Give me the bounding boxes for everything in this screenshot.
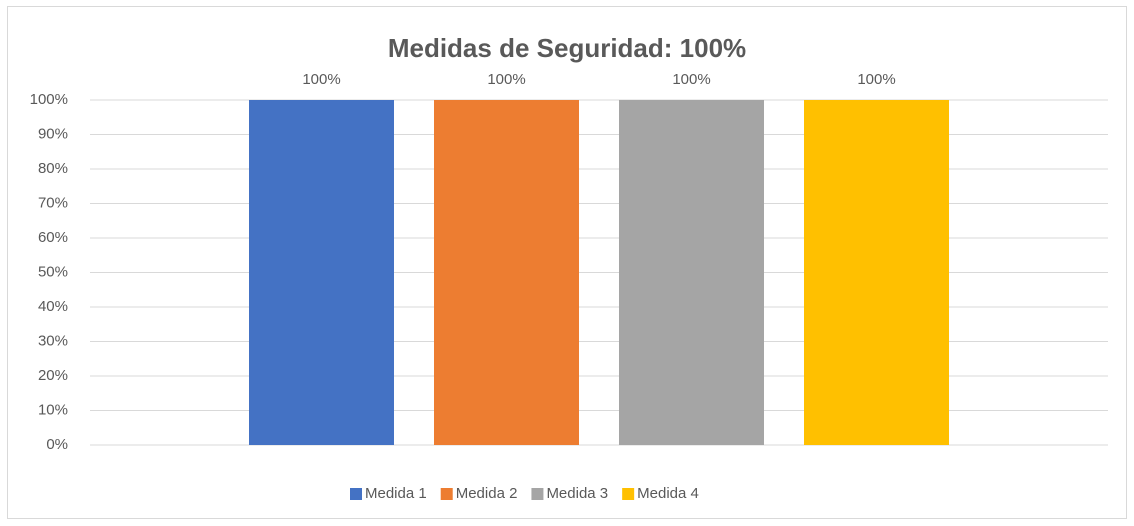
chart-title: Medidas de Seguridad: 100% xyxy=(388,33,746,63)
bar xyxy=(619,100,764,445)
bar xyxy=(434,100,579,445)
y-tick-label: 0% xyxy=(46,436,68,453)
y-tick-label: 20% xyxy=(38,367,68,384)
value-label: 100% xyxy=(857,71,895,88)
y-tick-label: 60% xyxy=(38,229,68,246)
legend-label: Medida 3 xyxy=(546,485,608,502)
bar xyxy=(804,100,949,445)
value-label: 100% xyxy=(672,71,710,88)
y-tick-label: 40% xyxy=(38,298,68,315)
value-label: 100% xyxy=(302,71,340,88)
bar xyxy=(249,100,394,445)
y-tick-label: 80% xyxy=(38,160,68,177)
y-tick-label: 10% xyxy=(38,401,68,418)
y-tick-label: 30% xyxy=(38,332,68,349)
y-tick-label: 70% xyxy=(38,194,68,211)
legend-label: Medida 4 xyxy=(637,485,699,502)
legend-label: Medida 2 xyxy=(456,485,518,502)
legend-swatch xyxy=(531,488,544,500)
y-tick-label: 50% xyxy=(38,263,68,280)
legend-swatch xyxy=(350,488,362,500)
value-label: 100% xyxy=(487,71,525,88)
y-tick-label: 100% xyxy=(30,91,68,108)
legend-swatch xyxy=(440,488,453,500)
legend-swatch xyxy=(622,488,635,500)
y-tick-label: 90% xyxy=(38,125,68,142)
legend-label: Medida 1 xyxy=(365,485,427,502)
